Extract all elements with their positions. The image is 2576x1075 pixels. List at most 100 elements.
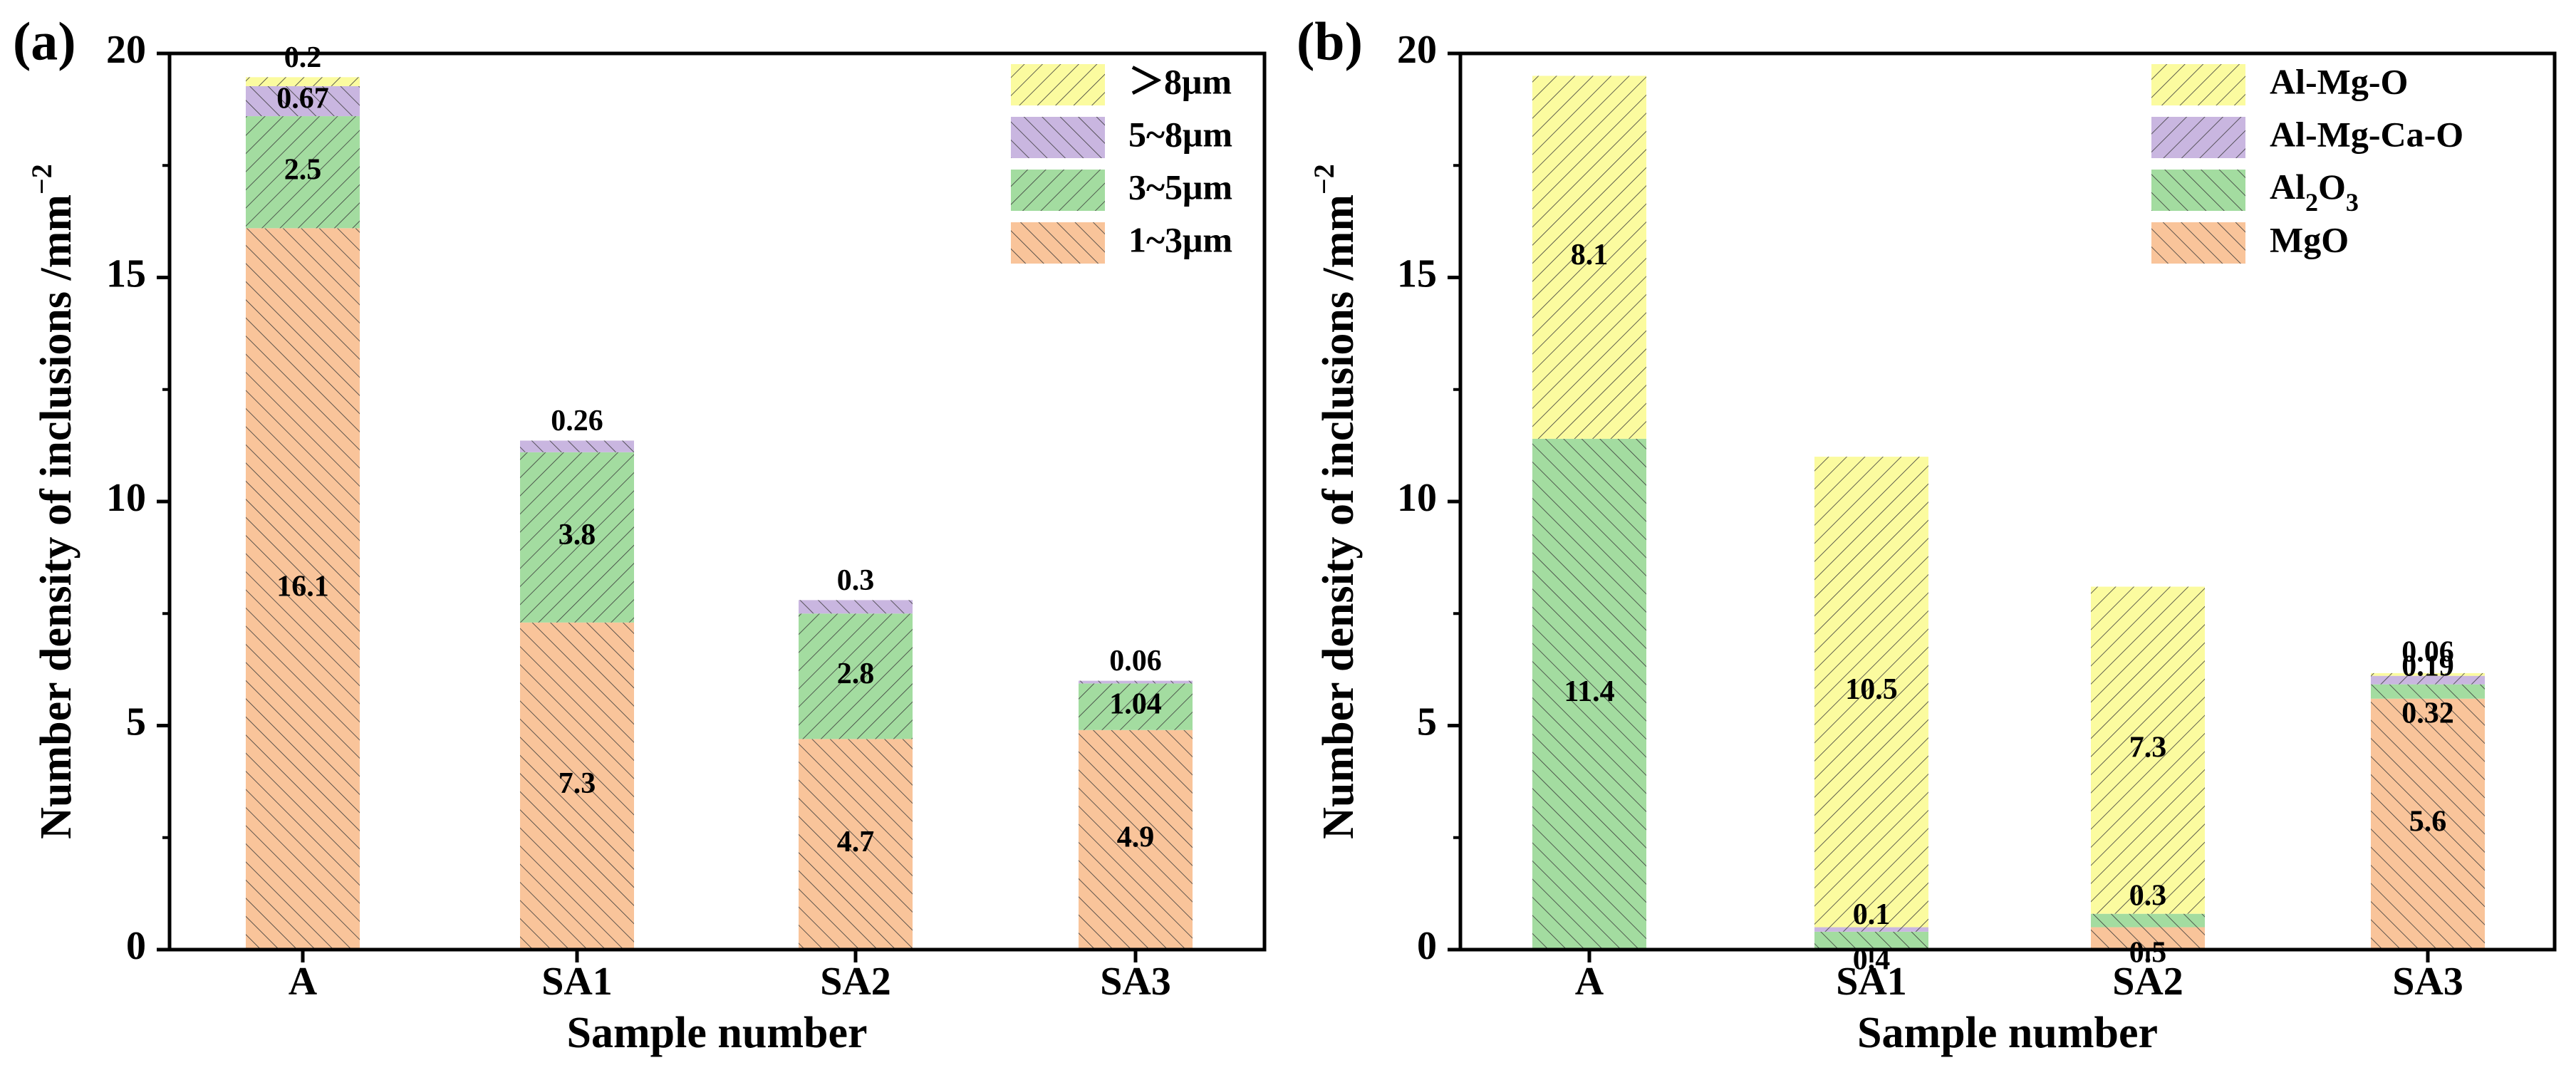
bar-A-3 [1532,76,1646,439]
bar-SA3-0-hatch [2371,698,2485,950]
bar-SA3-1-hatch [1079,683,1193,730]
bar-SA3-2 [1079,680,1193,684]
x-tick-label: SA3 [2392,960,2463,1004]
bar-SA1-0-hatch [520,622,634,950]
y-tick-label: 0 [1417,924,1437,968]
data-label-top: 0.2 [284,41,322,74]
legend-swatch-1 [2151,117,2245,158]
bar-SA3-1 [2371,684,2485,699]
y-tick-label: 0 [126,924,146,968]
bar-SA2-3-hatch [2091,586,2205,914]
y-tick-label: 5 [1417,700,1437,744]
bar-SA2-0-hatch [2091,927,2205,950]
bar-A-2-hatch [246,85,360,117]
legend-swatch-2-hatch [2151,170,2245,211]
data-label-top: 0.26 [551,405,603,437]
x-axis-label: Sample number [567,1009,868,1057]
x-axis-label: Sample number [1857,1009,2158,1057]
legend-label: MgO [2270,219,2349,259]
legend-label: 3~5μm [1128,167,1232,207]
data-label: 8.1 [1571,239,1609,271]
legend-swatch-0 [1011,64,1105,105]
x-tick-label: SA3 [1100,960,1171,1004]
y-tick-label: 20 [106,28,146,72]
bar-SA1-0 [520,622,634,950]
data-label: 0.19 [2401,650,2454,682]
bar-SA3-2-hatch [2371,675,2485,685]
bar-SA3-0 [2371,698,2485,950]
data-label: 7.3 [2129,732,2167,764]
bar-SA2-1-hatch [2091,913,2205,928]
bar-SA1-3-hatch [1814,457,1928,928]
bar-SA3-1-hatch [2371,684,2485,699]
data-label: 4.9 [1117,821,1155,854]
data-label: 2.8 [837,658,875,690]
data-label: 4.7 [837,826,875,858]
legend-swatch-0 [2151,64,2245,105]
bar-SA1-2 [520,440,634,452]
legend: ＞8μm 5~8μm 3~5μm 1~3μm [1011,61,1232,264]
x-tick-label: A [289,960,318,1004]
legend-label: Al2O3 [2270,167,2359,217]
y-axis-label: Number density of inclusions /mm−2 [1308,164,1364,839]
legend-label: 1~3μm [1128,219,1232,259]
bar-SA2-2 [799,600,913,614]
data-label: 0.3 [2129,879,2167,912]
bar-A-0 [246,228,360,950]
data-label: 16.1 [276,570,329,603]
bar-SA3-3 [2371,672,2485,676]
legend-swatch-0-hatch [1011,64,1105,105]
data-label: 0.1 [1853,898,1891,931]
legend-swatch-0-hatch [2151,64,2245,105]
legend-swatch-3-hatch [2151,222,2245,264]
bar-A-1 [246,116,360,229]
bar-SA1-1-hatch [1814,931,1928,950]
legend-swatch-2-hatch [1011,170,1105,211]
y-tick-label: 15 [1397,251,1437,296]
bar-A-0-hatch [246,228,360,950]
bar-SA1-2-hatch [1814,927,1928,932]
bar-A-3-hatch [246,77,360,86]
x-tick-label: SA2 [820,960,891,1004]
panel-label: (a) [13,11,76,71]
y-tick-label: 10 [106,476,146,520]
y-tick-label: 15 [106,251,146,296]
bar-SA2-1 [799,613,913,739]
data-label: 1.04 [1109,688,1162,721]
bar-SA2-0-hatch [799,739,913,950]
bar-SA3-0-hatch [1079,729,1193,950]
legend-swatch-1 [1011,117,1105,158]
bar-A-1 [1532,438,1646,950]
legend-swatch-2 [2151,170,2245,211]
bar-SA2-0 [799,739,913,950]
data-label: 0.5 [2129,937,2167,970]
bar-SA2-1-hatch [799,613,913,739]
data-label: 0.4 [1853,944,1891,977]
bar-SA1-2-hatch [520,440,634,452]
bar-A-1-hatch [1532,438,1646,950]
data-label: 7.3 [559,767,596,800]
bar-SA3-2-hatch [1079,680,1193,684]
panel-a: (a) 0 5 10 15 20 A SA1 SA2 SA3 Sample number Number… [13,11,1267,1057]
legend-swatch-3 [2151,222,2245,264]
bar-SA1-2 [1814,927,1928,932]
data-label: 11.4 [1564,675,1614,708]
legend-swatch-1-hatch [2151,117,2245,158]
data-label: 3.8 [559,519,596,551]
legend-swatch-3 [1011,222,1105,264]
bar-A-2 [246,85,360,117]
bar-SA3-1 [1079,683,1193,730]
legend-label: 5~8μm [1128,114,1232,154]
x-tick-label: SA1 [541,960,613,1004]
x-tick-label: A [1575,960,1604,1004]
data-label-top: 0.06 [1109,645,1162,677]
bar-SA1-1-hatch [520,452,634,623]
bar-SA2-3 [2091,586,2205,914]
bar-SA1-1 [520,452,634,623]
data-label: 5.6 [2409,806,2447,838]
y-axis-label: Number density of inclusions /mm−2 [26,164,81,839]
bar-SA1-3 [1814,457,1928,928]
